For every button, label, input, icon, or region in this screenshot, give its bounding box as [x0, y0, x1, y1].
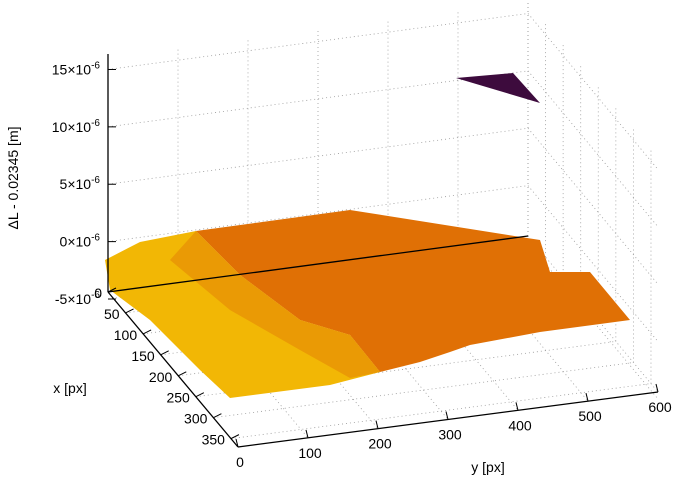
- y-tick-label: 0: [236, 454, 244, 470]
- wall-grid-line: [527, 70, 659, 228]
- y-tick: [375, 420, 379, 429]
- z-axis-title: ΔL - 0.02345 [m]: [5, 127, 21, 230]
- floor-grid-line: [247, 273, 379, 429]
- x-axis-title: x [px]: [53, 380, 86, 396]
- y-tick: [445, 411, 449, 420]
- z-tick-label: 15×10-6: [52, 60, 101, 77]
- floor-grid-line: [317, 263, 449, 420]
- x-tick: [125, 308, 134, 314]
- z-tick-label: 0×10-6: [60, 233, 101, 250]
- x-tick: [142, 329, 152, 335]
- axis-labels: -5×10-60×10-65×10-610×10-615×10-60501001…: [5, 60, 672, 475]
- z-tick-label: 10×10-6: [52, 118, 101, 135]
- x-tick-label: 150: [131, 348, 155, 364]
- data-surface: [105, 73, 630, 398]
- x-tick-label: 50: [104, 306, 120, 322]
- y-axis-title: y [px]: [471, 459, 504, 475]
- x-tick-label: 350: [202, 432, 226, 448]
- z-tick-label: -5×10-6: [55, 290, 101, 307]
- x-tick: [107, 287, 117, 293]
- floor-back-edge: [107, 235, 529, 293]
- wall-grid-line: [527, 127, 659, 285]
- dark-patch: [456, 73, 540, 103]
- x-tick-label: 100: [114, 327, 138, 343]
- y-tick-label: 600: [648, 399, 672, 415]
- y-tick: [235, 438, 239, 448]
- y-tick-label: 100: [298, 445, 322, 461]
- floor-grid-line: [177, 282, 309, 439]
- x-tick: [178, 371, 187, 377]
- y-tick: [515, 402, 519, 411]
- y-tick: [585, 393, 589, 402]
- x-tick-label: 0: [94, 285, 102, 301]
- x-tick: [195, 392, 205, 398]
- x-axis-line: [107, 291, 239, 448]
- grid-lines: [107, 2, 659, 448]
- floor-grid-line: [230, 383, 652, 440]
- y-tick-label: 500: [578, 408, 602, 424]
- y-tick: [305, 429, 309, 438]
- wall-grid-line: [527, 13, 659, 170]
- axes: [107, 54, 659, 448]
- orange-surface: [196, 210, 630, 372]
- y-tick: [655, 383, 659, 393]
- z-tick-label: 5×10-6: [60, 175, 101, 192]
- x-tick: [160, 350, 169, 356]
- x-tick-label: 250: [166, 390, 190, 406]
- x-tick: [230, 434, 240, 440]
- x-tick-label: 200: [149, 369, 173, 385]
- x-tick-label: 300: [184, 411, 208, 427]
- y-tick-label: 200: [368, 436, 392, 452]
- wall-grid-line: [107, 13, 529, 70]
- mid-surface: [170, 231, 380, 378]
- x-tick: [213, 413, 222, 419]
- y-tick-label: 300: [438, 427, 462, 443]
- y-tick-label: 400: [508, 417, 532, 433]
